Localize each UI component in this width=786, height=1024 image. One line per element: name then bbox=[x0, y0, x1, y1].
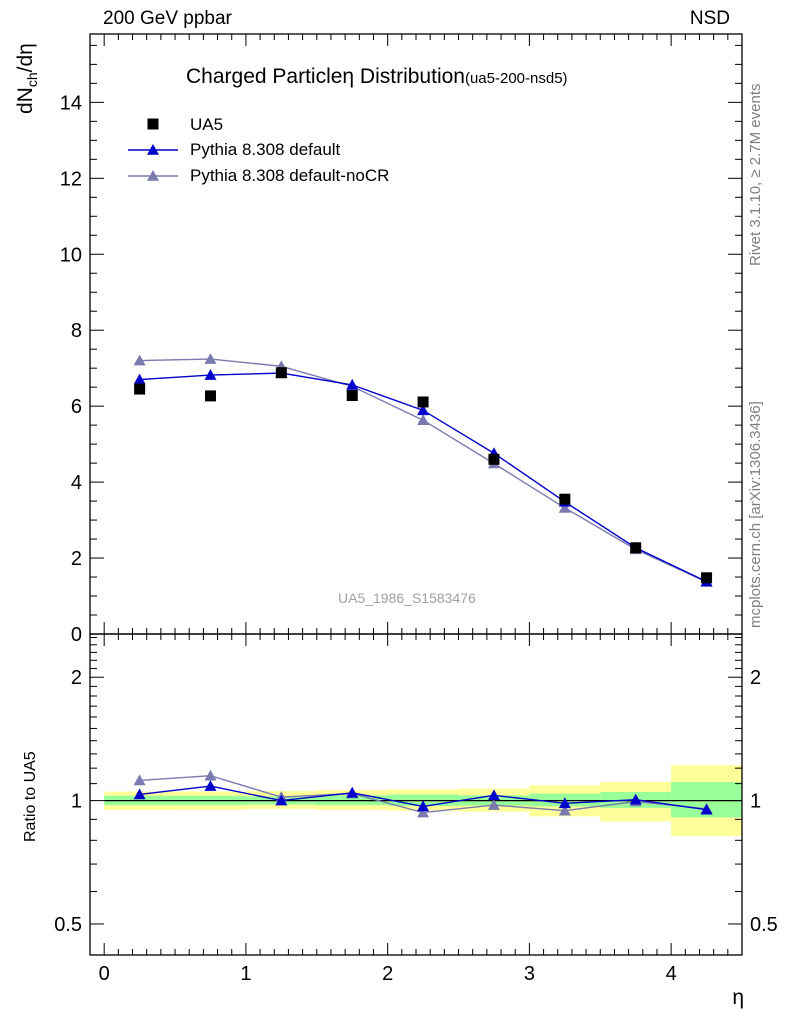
ratio-point-mc1 bbox=[629, 793, 642, 805]
y-tick-label-main: 0 bbox=[71, 624, 82, 646]
legend-label-mc1: Pythia 8.308 default bbox=[190, 140, 341, 159]
y-tick-label-ratio-right: 2 bbox=[750, 667, 761, 689]
ratio-point-mc2 bbox=[558, 804, 571, 816]
y-tick-label-main: 12 bbox=[60, 168, 82, 190]
y-tick-label-ratio-left: 0.5 bbox=[54, 914, 82, 936]
main-point-mc1 bbox=[133, 373, 146, 385]
ratio-point-mc2 bbox=[487, 799, 500, 810]
main-point-mc1 bbox=[346, 378, 359, 390]
legend-marker-mc2 bbox=[147, 170, 159, 181]
main-point-mc1 bbox=[417, 404, 430, 416]
y-axis-label-main-post: /dη bbox=[14, 43, 37, 73]
y-tick-label-main: 8 bbox=[71, 320, 82, 342]
main-point-data bbox=[134, 383, 146, 395]
main-point-mc2 bbox=[417, 414, 430, 426]
ratio-point-mc1 bbox=[275, 794, 288, 806]
plot-title-sub: (ua5-200-nsd5) bbox=[464, 70, 568, 87]
main-point-data bbox=[204, 390, 216, 402]
ratio-point-mc2 bbox=[417, 806, 430, 818]
plot-title-main: Charged Particleη Distribution bbox=[186, 65, 465, 88]
x-tick-label: 1 bbox=[240, 963, 251, 985]
y-axis-label-main-pre: dN bbox=[14, 87, 37, 114]
y-tick-label-main: 4 bbox=[71, 472, 82, 494]
ratio-point-mc1 bbox=[133, 788, 146, 800]
x-tick-label: 4 bbox=[666, 963, 677, 985]
y-tick-label-main: 2 bbox=[71, 548, 82, 570]
ratio-point-mc1 bbox=[204, 780, 217, 791]
y-tick-label-main: 6 bbox=[71, 396, 82, 418]
x-tick-label: 0 bbox=[99, 963, 110, 985]
header-left: 200 GeV ppbar bbox=[103, 8, 232, 29]
ratio-point-mc1 bbox=[558, 797, 571, 809]
main-point-mc2 bbox=[558, 501, 571, 513]
x-axis-label: η bbox=[732, 986, 744, 1009]
legend-label-data: UA5 bbox=[190, 115, 224, 134]
x-tick-label: 2 bbox=[382, 963, 393, 985]
y-axis-label-main-sub: ch bbox=[24, 72, 41, 88]
main-point-data bbox=[275, 367, 287, 379]
ratio-point-mc2 bbox=[204, 769, 217, 781]
main-point-data bbox=[559, 493, 571, 505]
header-right: NSD bbox=[689, 8, 730, 29]
main-point-data bbox=[630, 542, 642, 554]
main-point-data bbox=[701, 572, 713, 584]
y-axis-label-main: dNch/dη bbox=[14, 43, 40, 114]
main-series-line-mc2 bbox=[139, 358, 707, 583]
analysis-watermark: UA5_1986_S1583476 bbox=[338, 590, 476, 606]
x-tick-label: 3 bbox=[524, 963, 535, 985]
y-tick-label-ratio-left: 2 bbox=[71, 667, 82, 689]
y-tick-label-ratio-right: 1 bbox=[750, 791, 761, 813]
main-point-mc2 bbox=[133, 354, 146, 366]
main-point-data bbox=[488, 453, 500, 465]
y-tick-label-main: 10 bbox=[60, 244, 82, 266]
main-point-data bbox=[417, 396, 429, 408]
ratio-point-mc1 bbox=[346, 786, 359, 798]
main-point-mc2 bbox=[204, 353, 217, 364]
legend-marker-data bbox=[147, 118, 159, 130]
side-label-mcplots: mcplots.cern.ch [arXiv:1306.3436] bbox=[747, 401, 764, 628]
y-tick-label-main: 14 bbox=[60, 92, 82, 114]
ratio-point-mc1 bbox=[417, 800, 430, 812]
main-point-data bbox=[346, 390, 358, 402]
main-panel-frame bbox=[89, 33, 743, 635]
y-axis-label-ratio: Ratio to UA5 bbox=[22, 751, 39, 842]
ratio-point-mc1 bbox=[700, 803, 713, 815]
plot-title: Charged Particleη Distribution(ua5-200-n… bbox=[186, 65, 568, 89]
ratio-point-mc1 bbox=[487, 789, 500, 801]
y-tick-label-ratio-left: 1 bbox=[71, 791, 82, 813]
legend-label-mc2: Pythia 8.308 default-noCR bbox=[190, 166, 390, 185]
legend-marker-mc1 bbox=[147, 144, 159, 155]
main-point-mc1 bbox=[204, 369, 217, 380]
side-label-rivet: Rivet 3.1.10, ≥ 2.7M events bbox=[747, 83, 764, 267]
ratio-point-mc2 bbox=[133, 774, 146, 786]
y-tick-label-ratio-right: 0.5 bbox=[750, 914, 778, 936]
